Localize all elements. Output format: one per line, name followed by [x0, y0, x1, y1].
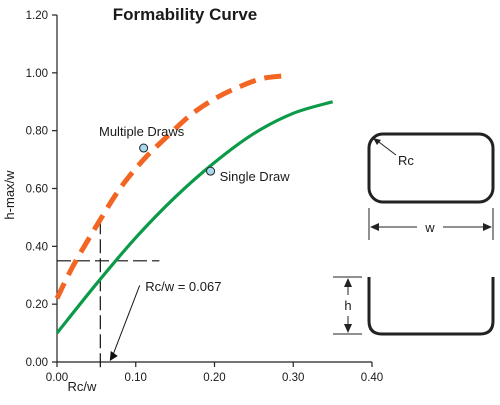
x-tick-label: 0.20: [203, 372, 225, 384]
x-tick-label: 0.10: [125, 372, 147, 384]
height-arrow-bottom-icon: [344, 324, 352, 333]
annotation-leader: [111, 285, 141, 359]
y-axis-label: h-max/w: [2, 170, 17, 220]
marker-label: Single Draw: [220, 169, 291, 184]
width-label: w: [424, 220, 435, 235]
chart-title: Formability Curve: [113, 5, 258, 24]
y-tick-label: 0.20: [26, 299, 48, 311]
y-axis-ticks: 0.00 0.20 0.40 0.60 0.80 1.00 1.20: [26, 10, 57, 369]
x-tick-label: 0.00: [46, 372, 68, 384]
series-line-single-draw: [55, 100, 334, 335]
y-tick-label: 1.20: [26, 10, 48, 22]
radius-arrow-icon: [373, 138, 381, 145]
cup-side-view: [367, 277, 495, 336]
x-axis-label: Rc/w: [68, 379, 98, 394]
plot-area: 0.00 0.20 0.40 0.60 0.80 1.00 1.20 0.00 0.10 0.2…: [26, 10, 384, 384]
radius-label: Rc: [398, 153, 414, 168]
reference-annotation: Rc/w = 0.067: [145, 279, 221, 294]
y-tick-label: 0.00: [26, 357, 48, 369]
height-arrow-top-icon: [344, 278, 352, 287]
marker-label: Multiple Draws: [99, 124, 185, 139]
x-axis-ticks: 0.00 0.10 0.20 0.30 0.40: [46, 362, 383, 384]
series-markers: Multiple Draws Single Draw: [99, 124, 290, 184]
x-tick-label: 0.40: [361, 372, 383, 384]
y-tick-label: 0.40: [26, 241, 48, 253]
marker-point: [139, 143, 149, 153]
y-tick-label: 0.60: [26, 184, 48, 196]
marker-point: [206, 166, 216, 176]
x-tick-label: 0.30: [282, 372, 304, 384]
reference-lines: Rc/w = 0.067: [57, 220, 221, 368]
series-lines: [54, 73, 334, 335]
annotation-arrow-icon: [109, 351, 118, 361]
height-label: h: [344, 298, 351, 313]
cup-top-view: [367, 132, 495, 204]
y-tick-label: 1.00: [26, 68, 48, 80]
width-arrow-left-icon: [370, 223, 379, 231]
cup-diagram: Rc w h: [333, 132, 495, 336]
y-tick-label: 0.80: [26, 126, 48, 138]
width-arrow-right-icon: [483, 223, 492, 231]
series-line-multiple-draws: [54, 73, 286, 300]
